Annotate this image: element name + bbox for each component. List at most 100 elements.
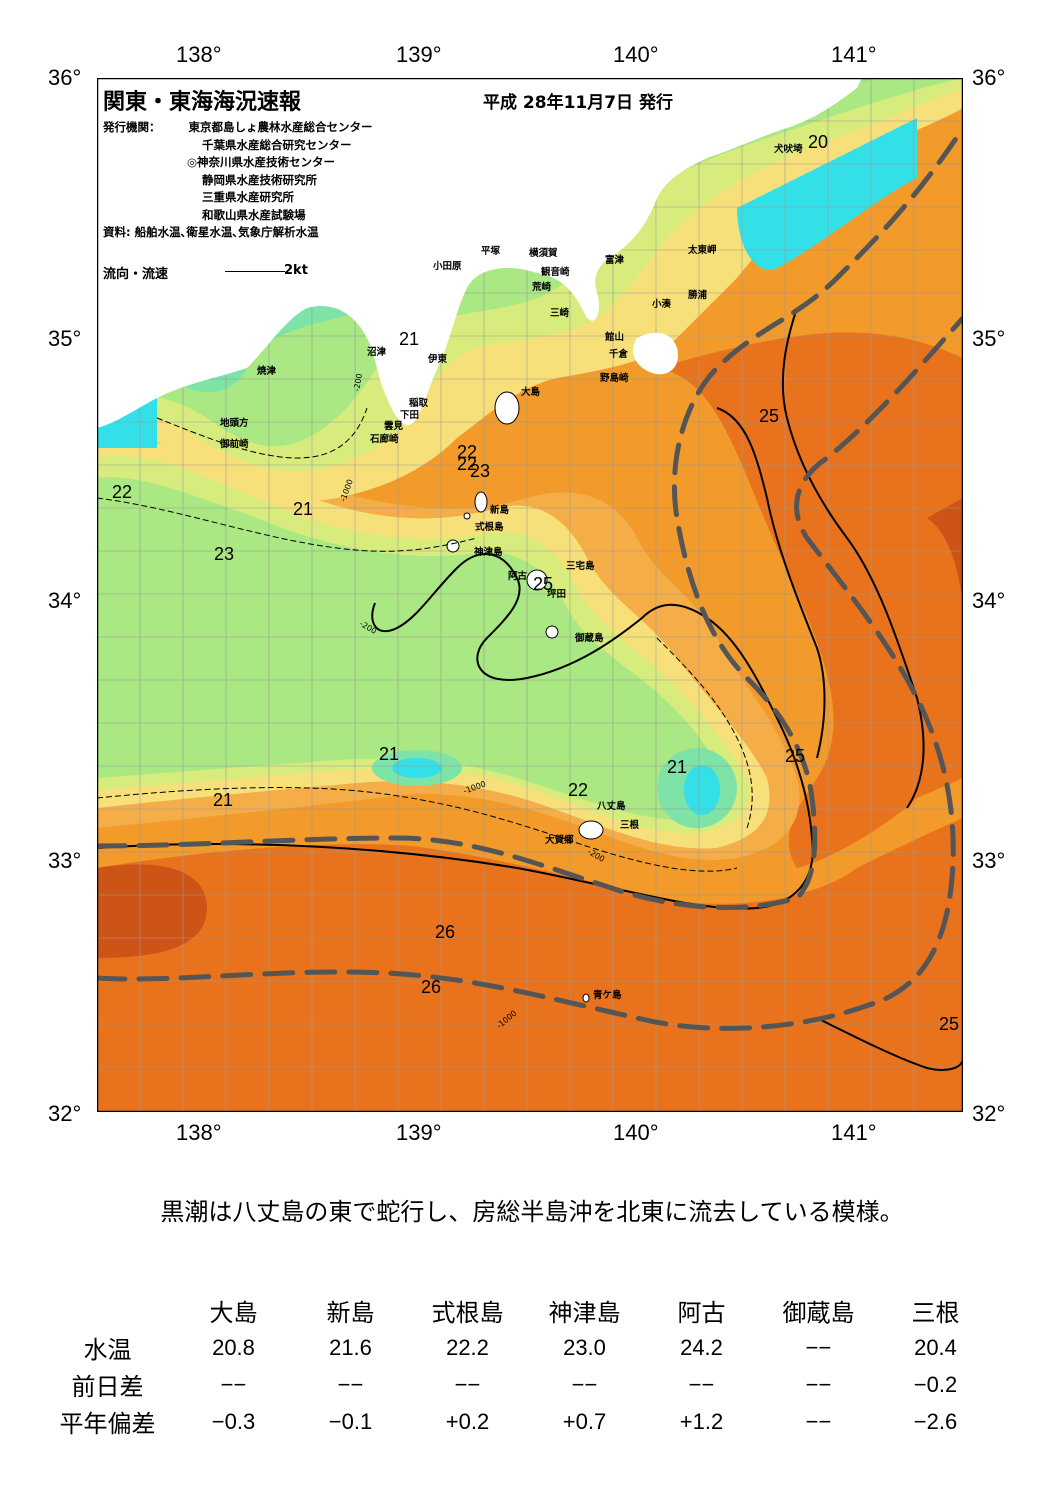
lat-label-left: 35°	[48, 326, 82, 351]
table-cell: +0.2	[445, 1408, 490, 1434]
place-omaezaki: 御前崎	[220, 439, 249, 450]
place-inatori: 稲取	[409, 398, 429, 409]
table-cell: −−	[688, 1371, 715, 1397]
place-irozaki: 石廊崎	[370, 434, 399, 445]
islands	[446, 391, 604, 1003]
lat-label-left: 32°	[48, 1101, 82, 1126]
place-okago: 大賀郷	[545, 835, 574, 846]
table-cell: −−	[454, 1371, 481, 1397]
table-cell: 21.6	[329, 1334, 372, 1360]
place-tomitsu: 富津	[605, 255, 625, 266]
temp-label: 22	[568, 780, 589, 800]
cold-water-boso	[737, 118, 917, 270]
table-cell: −0.1	[328, 1408, 373, 1434]
cold-core-west	[392, 758, 442, 778]
warm-lobe-east	[657, 332, 963, 868]
lon-label-bottom: 139°	[396, 1120, 442, 1145]
temp-label: 20	[808, 132, 829, 152]
station-header: 新島	[326, 1299, 375, 1327]
table-row: 平年偏差 −0.3 −0.1 +0.2 +0.7 +1.2 −− −2.6	[40, 1403, 994, 1440]
lon-label-top: 141°	[831, 42, 877, 67]
table-corner	[40, 1292, 175, 1329]
warm-band-26	[97, 818, 963, 1112]
place-inubozaki: 犬吠埼	[774, 144, 803, 155]
place-tsubota: 坪田	[547, 589, 567, 600]
place-arasaki: 荒崎	[532, 282, 552, 293]
flow-legend-arrow-icon	[225, 271, 285, 272]
station-header: 式根島	[431, 1299, 504, 1327]
place-kumomi: 雲見	[384, 421, 404, 432]
table-cell: −−	[337, 1371, 364, 1397]
lat-label-left: 34°	[48, 588, 82, 613]
table-cell: 23.0	[563, 1334, 606, 1360]
lon-label-bottom: 140°	[613, 1120, 659, 1145]
row-label: 前日差	[71, 1373, 144, 1401]
isotherm-dashed	[97, 407, 753, 872]
table-cell: +0.7	[562, 1408, 607, 1434]
station-header: 神津島	[548, 1299, 621, 1327]
place-chikura: 千倉	[609, 349, 629, 360]
place-shimoda: 下田	[400, 410, 420, 421]
agency-item: ◎神奈川県水産技術センター	[187, 155, 336, 169]
agency-label: 発行機関：	[103, 120, 161, 134]
table-cell: 24.2	[680, 1334, 723, 1360]
place-yokosuka: 横須賀	[529, 248, 558, 259]
flow-legend-label: 流向・流速	[103, 267, 169, 282]
kuroshio-axis	[97, 125, 963, 1031]
agency-item: 千葉県水産総合研究センター	[202, 137, 352, 152]
lat-label-right: 33°	[972, 848, 1006, 873]
warm-patch-east	[927, 498, 963, 618]
place-tateyama: 館山	[605, 332, 625, 343]
table-cell: −−	[220, 1371, 247, 1397]
table-cell: −−	[571, 1371, 598, 1397]
temp-label: 25	[939, 1014, 960, 1034]
place-oshima: 大島	[521, 387, 541, 398]
table-header-row: 大島 新島 式根島 神津島 阿古 御蔵島 三根	[40, 1292, 994, 1329]
table-cell: +1.2	[679, 1408, 724, 1434]
place-numazu: 沼津	[367, 347, 387, 358]
temp-label: 21	[293, 499, 314, 519]
station-header: 大島	[209, 1299, 258, 1327]
table-cell: −2.6	[913, 1408, 958, 1434]
table-cell: 22.2	[446, 1334, 489, 1360]
land-mainland	[97, 78, 862, 428]
place-nojimazaki: 野島崎	[600, 373, 629, 384]
place-odawara: 小田原	[433, 261, 462, 272]
station-header: 阿古	[677, 1299, 726, 1327]
row-label: 平年偏差	[59, 1410, 156, 1438]
agency-item: 和歌山県水産試験場	[202, 207, 306, 222]
temp-label: 22	[457, 442, 478, 462]
land-boso-tip	[632, 332, 678, 375]
place-katsuura: 勝浦	[688, 290, 708, 301]
lon-label-top: 139°	[396, 42, 442, 67]
place-hachijojima: 八丈島	[597, 801, 626, 812]
map-canvas	[97, 78, 963, 1112]
observation-table: 大島 新島 式根島 神津島 阿古 御蔵島 三根 水温 20.8 21.6 22.…	[40, 1292, 994, 1440]
place-taitomisaki: 太東岬	[688, 245, 717, 256]
row-label: 水温	[83, 1336, 132, 1364]
lon-label-top: 138°	[176, 42, 222, 67]
temp-label: 25	[533, 574, 554, 594]
lat-label-left: 36°	[48, 65, 82, 90]
lon-label-bottom: 138°	[176, 1120, 222, 1145]
lat-label-right: 34°	[972, 588, 1006, 613]
temp-label: 23	[470, 461, 491, 481]
table-cell: −−	[805, 1371, 832, 1397]
place-kozushima: 神津島	[474, 547, 503, 558]
temp-label: 21	[379, 744, 400, 764]
temp-label: 23	[214, 544, 235, 564]
lat-label-left: 33°	[48, 848, 82, 873]
table-cell: −−	[805, 1408, 832, 1434]
temp-label: 26	[435, 922, 456, 942]
place-kominato: 小湊	[652, 299, 672, 310]
table-cell: 20.8	[212, 1334, 255, 1360]
issue-date: 平成 28年11月7日 発行	[483, 93, 673, 113]
flow-legend-unit: 2kt	[284, 263, 308, 278]
table-cell: 20.4	[914, 1334, 957, 1360]
summary-text: 黒潮は八丈島の東で蛇行し、房総半島沖を北東に流去している模様。	[160, 1198, 904, 1226]
place-yaizu: 焼津	[257, 366, 277, 377]
agency-list: 発行機関： 東京都島しょ農林水産総合センター 千葉県水産総合研究センター ◎神奈川…	[103, 119, 373, 242]
table-row: 前日差 −− −− −− −− −− −− −0.2	[40, 1366, 994, 1403]
lon-label-top: 140°	[613, 42, 659, 67]
temp-label: 25	[759, 406, 780, 426]
